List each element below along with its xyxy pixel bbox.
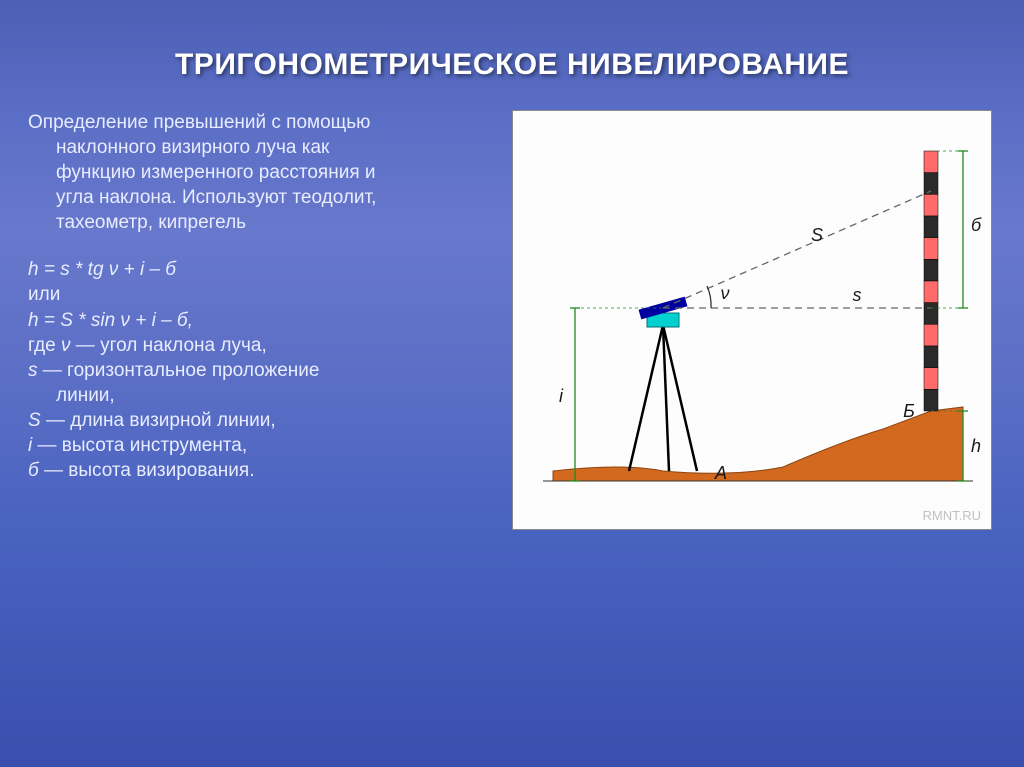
diagram-column: Ss ν i h б A Б RMNT.RU: [508, 110, 996, 530]
formula-1: h = s * tg ν + i – б: [28, 257, 488, 282]
where-text: — угол наклона луча,: [71, 335, 267, 356]
desc-line: угла наклона. Используют теодолит,: [28, 185, 488, 210]
slide-title: ТРИГОНОМЕТРИЧЕСКОЕ НИВЕЛИРОВАНИЕ: [28, 48, 996, 82]
where-text: — высота визирования.: [39, 460, 255, 481]
formula-2-comma: ,: [188, 310, 193, 331]
where-text: где: [28, 335, 61, 356]
svg-text:б: б: [971, 215, 982, 235]
desc-line: наклонного визирного луча как: [28, 135, 488, 160]
where-var: s: [28, 360, 38, 381]
desc-line: Определение превышений с помощью: [28, 110, 488, 135]
where-var: ν: [61, 335, 71, 356]
formula-2-body: h = S * sin ν + i – б: [28, 310, 188, 331]
where-line: s — горизонтальное проложение: [28, 358, 488, 383]
where-line: i — высота инструмента,: [28, 433, 488, 458]
or-label: или: [28, 282, 488, 307]
diagram-svg: Ss ν i h б A Б: [513, 111, 993, 531]
leveling-diagram: Ss ν i h б A Б RMNT.RU: [512, 110, 992, 530]
where-var: S: [28, 410, 41, 431]
svg-text:Б: Б: [903, 401, 915, 421]
where-var: б: [28, 460, 39, 481]
svg-text:S: S: [811, 225, 823, 245]
where-block: где ν — угол наклона луча, s — горизонта…: [28, 333, 488, 483]
where-line: S — длина визирной линии,: [28, 408, 488, 433]
where-text: — длина визирной линии,: [41, 410, 276, 431]
desc-line: тахеометр, кипрегель: [28, 210, 488, 235]
where-text: — высота инструмента,: [32, 435, 247, 456]
watermark: RMNT.RU: [923, 508, 982, 523]
where-line: б — высота визирования.: [28, 458, 488, 483]
where-text: — горизонтальное проложение: [38, 360, 320, 381]
slide: ТРИГОНОМЕТРИЧЕСКОЕ НИВЕЛИРОВАНИЕ Определ…: [0, 0, 1024, 767]
where-line: линии,: [28, 383, 488, 408]
content-row: Определение превышений с помощью наклонн…: [28, 110, 996, 530]
where-line: где ν — угол наклона луча,: [28, 333, 488, 358]
svg-text:ν: ν: [721, 283, 730, 303]
svg-text:A: A: [714, 463, 727, 483]
text-column: Определение превышений с помощью наклонн…: [28, 110, 488, 530]
description: Определение превышений с помощью наклонн…: [28, 110, 488, 235]
svg-text:i: i: [559, 386, 564, 406]
formula-2: h = S * sin ν + i – б,: [28, 308, 488, 333]
svg-text:s: s: [853, 285, 862, 305]
svg-text:h: h: [971, 436, 981, 456]
desc-line: функцию измеренного расстояния и: [28, 160, 488, 185]
